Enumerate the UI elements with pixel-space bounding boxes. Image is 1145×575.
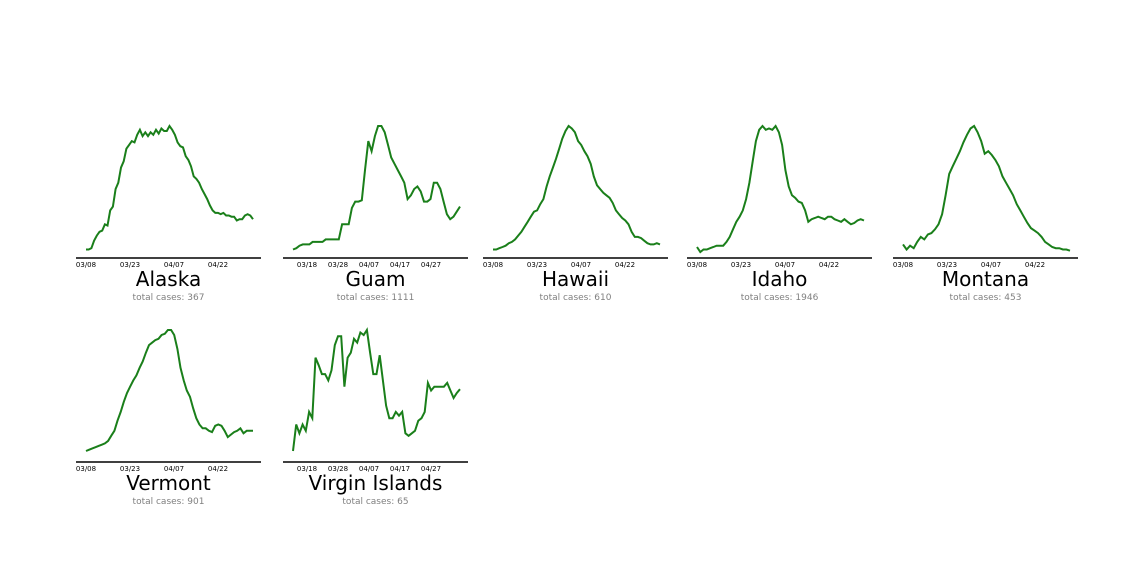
chart-title: Alaska — [135, 267, 202, 291]
total-cases-label: total cases: 901 — [132, 497, 205, 507]
chart-panel-idaho: 03/08 03/23 04/07 04/22 Idaho total cases: 19… — [687, 118, 872, 318]
x-tick-label: 04/17 — [390, 465, 410, 473]
series-line-alaska — [86, 124, 254, 251]
x-tick-label: 03/23 — [937, 261, 957, 269]
total-cases-label: total cases: 65 — [342, 497, 409, 507]
x-tick-label: 04/07 — [359, 465, 379, 473]
x-tick-label: 03/23 — [527, 261, 547, 269]
chart-svg-virgin-islands: 03/18 03/28 04/07 04/17 04/27 — [283, 327, 468, 473]
x-tick-label: 04/07 — [775, 261, 795, 269]
chart-svg-idaho: 03/08 03/23 04/07 04/22 — [687, 124, 872, 269]
x-tick-label: 04/07 — [571, 261, 591, 269]
x-tick-label: 04/07 — [164, 261, 184, 269]
x-tick-label: 03/23 — [731, 261, 751, 269]
total-cases-label: total cases: 1946 — [740, 293, 819, 303]
x-tick-label: 04/22 — [819, 261, 839, 269]
chart-title: Virgin Islands — [308, 471, 443, 495]
x-tick-label: 04/07 — [359, 261, 379, 269]
chart-title: Montana — [941, 267, 1030, 291]
x-tick-label: 03/28 — [328, 261, 348, 269]
chart-panel-hawaii: 03/08 03/23 04/07 04/22 Hawaii total cases: 6… — [483, 118, 668, 318]
chart-svg-guam: 03/18 03/28 04/07 04/17 04/27 — [283, 125, 468, 269]
x-tick-label: 03/28 — [328, 465, 348, 473]
total-cases-label: total cases: 453 — [949, 293, 1022, 303]
chart-panel-alaska: 03/08 03/23 04/07 04/22 Alaska total cases: 3… — [76, 118, 261, 318]
chart-title: Vermont — [126, 471, 211, 495]
chart-panel-guam: 03/18 03/28 04/07 04/17 04/27 Guam total cases… — [283, 118, 468, 318]
chart-title: Idaho — [751, 267, 808, 291]
x-tick-label: 03/23 — [120, 261, 140, 269]
x-tick-label: 04/22 — [208, 465, 228, 473]
x-tick-label: 03/08 — [893, 261, 913, 269]
x-tick-label: 04/17 — [390, 261, 410, 269]
chart-svg-hawaii: 03/08 03/23 04/07 04/22 — [483, 124, 668, 269]
chart-panel-virgin-islands: 03/18 03/28 04/07 04/17 04/27 Virgin Islands t… — [283, 322, 468, 522]
x-tick-label: 03/08 — [483, 261, 503, 269]
x-tick-label: 04/07 — [981, 261, 1001, 269]
chart-svg-vermont: 03/08 03/23 04/07 04/22 — [76, 329, 261, 473]
series-line-hawaii — [493, 124, 661, 251]
chart-title: Guam — [345, 267, 406, 291]
series-line-vermont — [85, 329, 253, 452]
total-cases-label: total cases: 367 — [132, 293, 205, 303]
x-tick-label: 03/08 — [687, 261, 707, 269]
x-tick-label: 03/18 — [297, 465, 317, 473]
x-tick-label: 04/22 — [208, 261, 228, 269]
x-tick-label: 04/27 — [421, 261, 441, 269]
series-line-idaho — [696, 124, 865, 254]
series-line-virgin-islands — [292, 327, 461, 452]
chart-svg-montana: 03/08 03/23 04/07 04/22 — [893, 124, 1078, 269]
x-tick-label: 03/18 — [297, 261, 317, 269]
x-tick-label: 04/22 — [1025, 261, 1045, 269]
chart-title: Hawaii — [541, 267, 610, 291]
x-tick-label: 04/07 — [164, 465, 184, 473]
chart-svg-alaska: 03/08 03/23 04/07 04/22 — [76, 124, 261, 269]
total-cases-label: total cases: 610 — [539, 293, 612, 303]
chart-panel-montana: 03/08 03/23 04/07 04/22 Montana total cases: … — [893, 118, 1078, 318]
chart-panel-vermont: 03/08 03/23 04/07 04/22 Vermont total cases: … — [76, 322, 261, 522]
x-tick-label: 04/22 — [615, 261, 635, 269]
total-cases-label: total cases: 1111 — [336, 293, 415, 303]
x-tick-label: 03/08 — [76, 465, 96, 473]
x-tick-label: 03/23 — [120, 465, 140, 473]
x-tick-label: 03/08 — [76, 261, 96, 269]
series-line-montana — [902, 124, 1071, 252]
series-line-guam — [292, 125, 461, 251]
x-tick-label: 04/27 — [421, 465, 441, 473]
